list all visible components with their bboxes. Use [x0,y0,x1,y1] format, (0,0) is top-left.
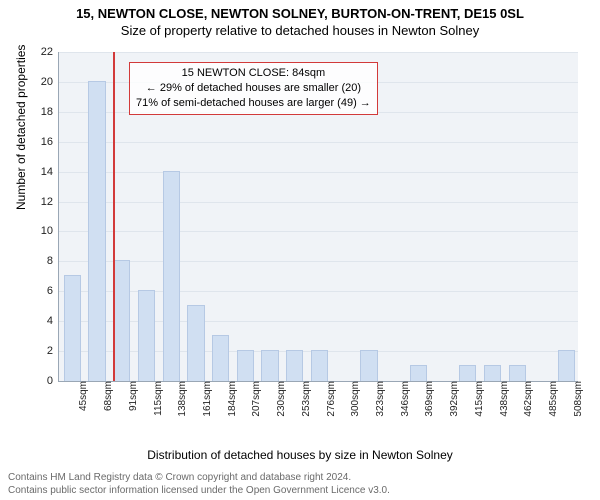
histogram-bar [138,290,155,381]
chart-title-sub: Size of property relative to detached ho… [0,21,600,38]
histogram-bar [286,350,303,381]
x-axis-label: Distribution of detached houses by size … [0,448,600,462]
x-tick-label: 207sqm [247,381,262,417]
x-tick-label: 438sqm [495,381,510,417]
y-tick-label: 0 [47,375,53,387]
x-tick-label: 300sqm [346,381,361,417]
gridline [59,52,578,53]
y-tick-label: 10 [41,225,53,237]
y-tick-label: 6 [47,285,53,297]
x-tick-label: 68sqm [99,381,114,411]
histogram-bar [558,350,575,381]
gridline [59,261,578,262]
x-tick-label: 138sqm [173,381,188,417]
histogram-bar [410,365,427,381]
footer-attribution: Contains HM Land Registry data © Crown c… [8,472,390,497]
y-tick-label: 20 [41,76,53,88]
x-tick-label: 369sqm [420,381,435,417]
histogram-bar [311,350,328,381]
annotation-line3: 71% of semi-detached houses are larger (… [136,96,371,111]
annotation-line2: ← 29% of detached houses are smaller (20… [136,81,371,96]
x-tick-label: 485sqm [544,381,559,417]
y-tick-label: 2 [47,345,53,357]
histogram-bar [237,350,254,381]
histogram-bar [212,335,229,381]
y-tick-label: 16 [41,136,53,148]
x-tick-label: 45sqm [74,381,89,411]
x-tick-label: 253sqm [297,381,312,417]
x-tick-label: 462sqm [519,381,534,417]
x-tick-label: 161sqm [198,381,213,417]
property-marker-line [113,52,115,381]
histogram-bar [187,305,204,381]
x-tick-label: 346sqm [396,381,411,417]
footer-line2: Contains public sector information licen… [8,485,390,498]
gridline [59,231,578,232]
y-tick-label: 22 [41,46,53,58]
histogram-bar [484,365,501,381]
histogram-bar [64,275,81,381]
y-tick-label: 8 [47,255,53,267]
annotation-line1: 15 NEWTON CLOSE: 84sqm [136,66,371,81]
x-tick-label: 115sqm [149,381,164,416]
chart-container: 15, NEWTON CLOSE, NEWTON SOLNEY, BURTON-… [0,0,600,500]
y-tick-label: 14 [41,166,53,178]
histogram-bar [509,365,526,381]
y-tick-label: 12 [41,196,53,208]
y-axis-label: Number of detached properties [14,45,28,210]
gridline [59,142,578,143]
plot-area: 024681012141618202245sqm68sqm91sqm115sqm… [58,52,578,382]
x-tick-label: 184sqm [223,381,238,417]
histogram-bar [459,365,476,381]
y-tick-label: 4 [47,315,53,327]
histogram-bar [88,81,105,381]
annotation-box: 15 NEWTON CLOSE: 84sqm← 29% of detached … [129,62,378,115]
chart-title-main: 15, NEWTON CLOSE, NEWTON SOLNEY, BURTON-… [0,0,600,21]
histogram-bar [163,171,180,381]
histogram-bar [261,350,278,381]
plot-background: 024681012141618202245sqm68sqm91sqm115sqm… [58,52,578,382]
footer-line1: Contains HM Land Registry data © Crown c… [8,472,390,485]
x-tick-label: 323sqm [371,381,386,417]
gridline [59,172,578,173]
histogram-bar [360,350,377,381]
gridline [59,202,578,203]
x-tick-label: 392sqm [445,381,460,417]
y-tick-label: 18 [41,106,53,118]
x-tick-label: 276sqm [322,381,337,417]
histogram-bar [113,260,130,381]
x-tick-label: 508sqm [569,381,584,417]
x-tick-label: 230sqm [272,381,287,417]
x-tick-label: 91sqm [124,381,139,411]
x-tick-label: 415sqm [470,381,485,417]
